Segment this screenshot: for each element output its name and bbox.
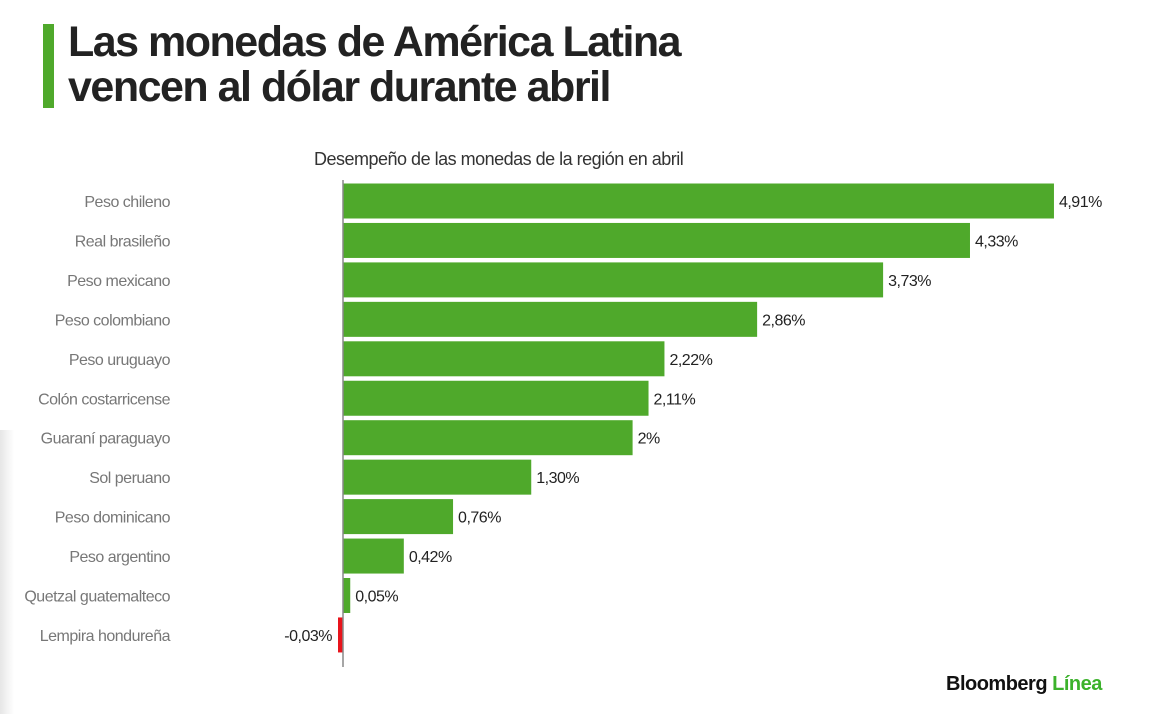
- logo-name: Bloomberg: [946, 673, 1048, 695]
- chart-subtitle: Desempeño de las monedas de la región en…: [314, 149, 684, 169]
- category-label: Peso colombiano: [55, 312, 171, 329]
- data-label: 2,11%: [654, 391, 696, 408]
- bar: [343, 183, 1054, 219]
- bar: [338, 617, 343, 653]
- left-edge-shadow: [0, 430, 14, 714]
- data-label: 2%: [638, 431, 660, 448]
- data-label: 2,22%: [669, 352, 712, 369]
- category-label: Quetzal guatemalteco: [24, 589, 170, 606]
- data-label: -0,03%: [284, 628, 332, 645]
- chart-title: Las monedas de América Latina vencen al …: [68, 18, 682, 111]
- bar: [343, 420, 633, 456]
- category-label: Sol peruano: [89, 470, 170, 487]
- bar: [343, 341, 665, 377]
- data-label: 0,05%: [355, 589, 398, 606]
- bar: [343, 538, 404, 574]
- bar: [343, 380, 649, 416]
- bar: [343, 578, 351, 613]
- title-line-2: vencen al dólar durante abril: [68, 63, 611, 111]
- data-label: 2,86%: [762, 312, 805, 329]
- data-label: 0,76%: [458, 510, 501, 527]
- bar: [343, 262, 884, 298]
- category-label: Peso chileno: [84, 194, 170, 211]
- category-label: Peso argentino: [69, 549, 170, 566]
- bar: [343, 222, 970, 258]
- bar: [343, 301, 758, 337]
- category-label: Colón costarricense: [38, 391, 171, 408]
- data-label: 4,91%: [1059, 194, 1102, 211]
- category-label: Peso uruguayo: [69, 352, 171, 369]
- category-label: Peso dominicano: [55, 510, 171, 527]
- data-label: 1,30%: [536, 470, 579, 487]
- category-label: Real brasileño: [75, 233, 171, 250]
- bloomberg-linea-logo: Bloomberg Línea: [946, 673, 1102, 696]
- category-label: Lempira hondureña: [40, 628, 171, 645]
- data-label: 0,42%: [409, 549, 452, 566]
- title-line-1: Las monedas de América Latina: [68, 18, 682, 66]
- bar: [343, 459, 532, 495]
- title-accent-bar: [43, 24, 54, 108]
- category-label: Guaraní paraguayo: [41, 431, 171, 448]
- data-label: 3,73%: [888, 273, 931, 290]
- logo-suffix: Línea: [1052, 673, 1102, 695]
- category-label: Peso mexicano: [67, 273, 170, 290]
- bar: [343, 499, 454, 535]
- data-label: 4,33%: [975, 233, 1018, 250]
